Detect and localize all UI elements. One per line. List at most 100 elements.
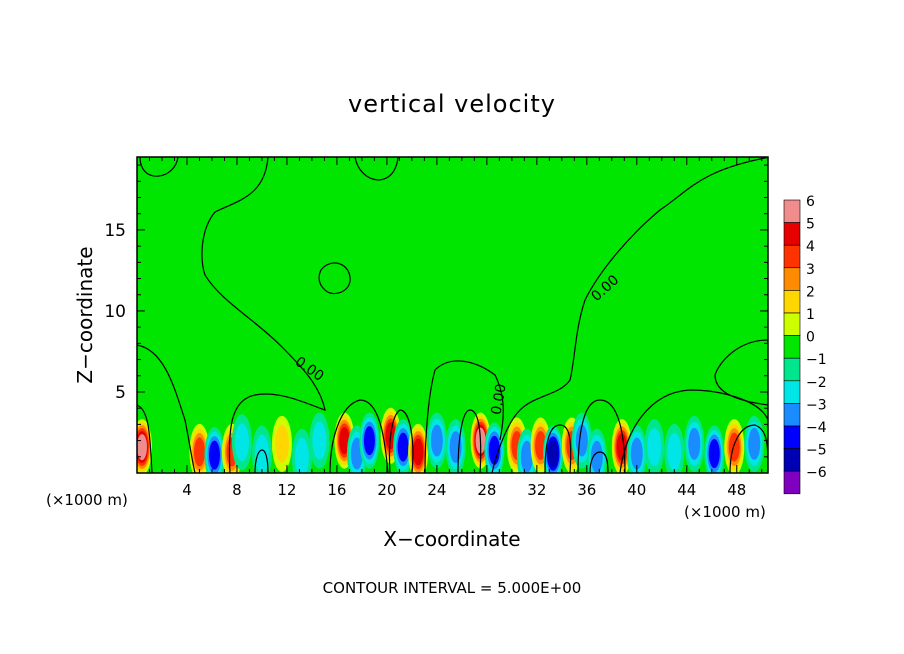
x-tick-label: 4 [182, 481, 192, 499]
heatmap-cell [644, 419, 665, 473]
y-tick-label: 10 [104, 302, 126, 322]
x-tick-label: 20 [377, 481, 396, 499]
heatmap-level-ring [590, 440, 603, 473]
colorbar-label: 4 [806, 239, 815, 255]
heatmap-level-ring [312, 421, 327, 460]
contour-line [254, 449, 269, 473]
colorbar-swatch [783, 403, 801, 427]
heatmap-level-ring [547, 439, 559, 468]
colorbar-label: −2 [806, 375, 827, 391]
heatmap-level-ring [234, 423, 249, 462]
colorbar-swatch [783, 335, 801, 359]
colorbar-swatch [783, 312, 801, 336]
x-tick-label: 36 [577, 481, 596, 499]
heatmap-cell [611, 419, 632, 473]
colorbar-swatch [783, 244, 801, 269]
contour-lines [137, 157, 768, 473]
contour-line [619, 389, 768, 473]
heatmap-cell [426, 412, 447, 469]
y-tick-label: 15 [104, 221, 126, 241]
colorbar-swatch [783, 199, 801, 223]
axis-ticks [137, 157, 768, 473]
heatmap-cell [626, 425, 647, 473]
heatmap-cell [137, 419, 152, 473]
colorbar-label: −6 [806, 465, 827, 481]
colorbar-label: 3 [806, 262, 815, 278]
heatmap-cell [664, 423, 685, 473]
y-axis-label: Z−coordinate [73, 246, 97, 383]
contour-line [388, 409, 414, 473]
x-axis-label: X−coordinate [383, 527, 520, 551]
x-tick-label: 16 [327, 481, 346, 499]
heatmap-cell [309, 412, 330, 469]
heatmap-level-ring [363, 426, 375, 456]
heatmap-level-ring [667, 432, 682, 471]
contour-line [491, 157, 768, 473]
heatmap-level-ring [397, 432, 409, 462]
contour-line [354, 157, 399, 181]
heatmap-level-ring [430, 424, 443, 457]
heatmap-level-ring [254, 434, 269, 473]
contour-line [589, 451, 609, 473]
heatmap-level-ring [748, 427, 761, 460]
contour-line [137, 404, 153, 473]
heatmap-cell [271, 415, 292, 472]
heatmap-cell [586, 428, 607, 473]
contour-label: 0.00 [489, 383, 510, 416]
contour-line [318, 262, 351, 295]
heatmap-cell [445, 419, 466, 473]
contour-line [577, 399, 626, 473]
heatmap-level-ring [274, 424, 289, 463]
chart-title: vertical velocity [348, 90, 556, 118]
colorbar-swatch [783, 470, 801, 495]
heatmap-level-ring [688, 427, 701, 460]
x-unit-right: (×1000 m) [684, 503, 766, 521]
colorbar-swatch [783, 357, 801, 382]
x-tick-label: 44 [677, 481, 696, 499]
heatmap-level-ring [294, 437, 309, 473]
heatmap-level-ring [412, 438, 424, 466]
colorbar-swatch [783, 267, 801, 291]
heatmap-level-ring [208, 440, 220, 470]
contour-line [544, 424, 572, 473]
contour-line [201, 157, 326, 473]
contour-line [457, 409, 482, 473]
colorbar-label: 1 [806, 307, 815, 323]
plot-frame [136, 156, 769, 474]
colorbar-label: 2 [806, 284, 815, 300]
heatmap-cell [704, 425, 725, 473]
colorbar-label: −3 [806, 397, 827, 413]
heatmap-level-ring [339, 426, 350, 455]
x-tick-label: 24 [427, 481, 446, 499]
x-tick-label: 40 [627, 481, 646, 499]
contour-line [137, 344, 196, 473]
colorbar-label: −4 [806, 420, 827, 436]
colorbar-label: −1 [806, 352, 827, 368]
heatmap-level-ring [137, 434, 147, 461]
y-tick-label: 5 [115, 383, 126, 403]
heatmap-level-ring [575, 424, 588, 457]
contour-interval-footer: CONTOUR INTERVAL = 5.000E+00 [323, 579, 582, 597]
colorbar-swatch [783, 448, 801, 472]
colorbar: 6 5 4 3 2 1 0 −1 −2 −3 −4 −5 −6 [783, 194, 827, 495]
colorbar-label: 6 [806, 194, 815, 210]
contour-line [139, 157, 179, 177]
colorbar-swatch [783, 425, 801, 449]
heatmap-cell [724, 419, 745, 473]
heatmap-cell [516, 428, 537, 473]
heatmap-cell [231, 414, 252, 471]
x-tick-label: 28 [477, 481, 496, 499]
heatmap-level-ring [647, 428, 662, 467]
heatmap-level-ring [708, 439, 720, 469]
contour-line [329, 399, 389, 473]
heatmap-level-ring [520, 440, 533, 473]
heatmap-cell [393, 419, 414, 473]
x-tick-label: 32 [527, 481, 546, 499]
heatmap-cell [291, 428, 312, 473]
colorbar-label: −5 [806, 443, 827, 459]
heatmap-cell [408, 423, 429, 473]
heatmap-cell [204, 427, 225, 473]
heatmap-level-ring [488, 435, 500, 465]
